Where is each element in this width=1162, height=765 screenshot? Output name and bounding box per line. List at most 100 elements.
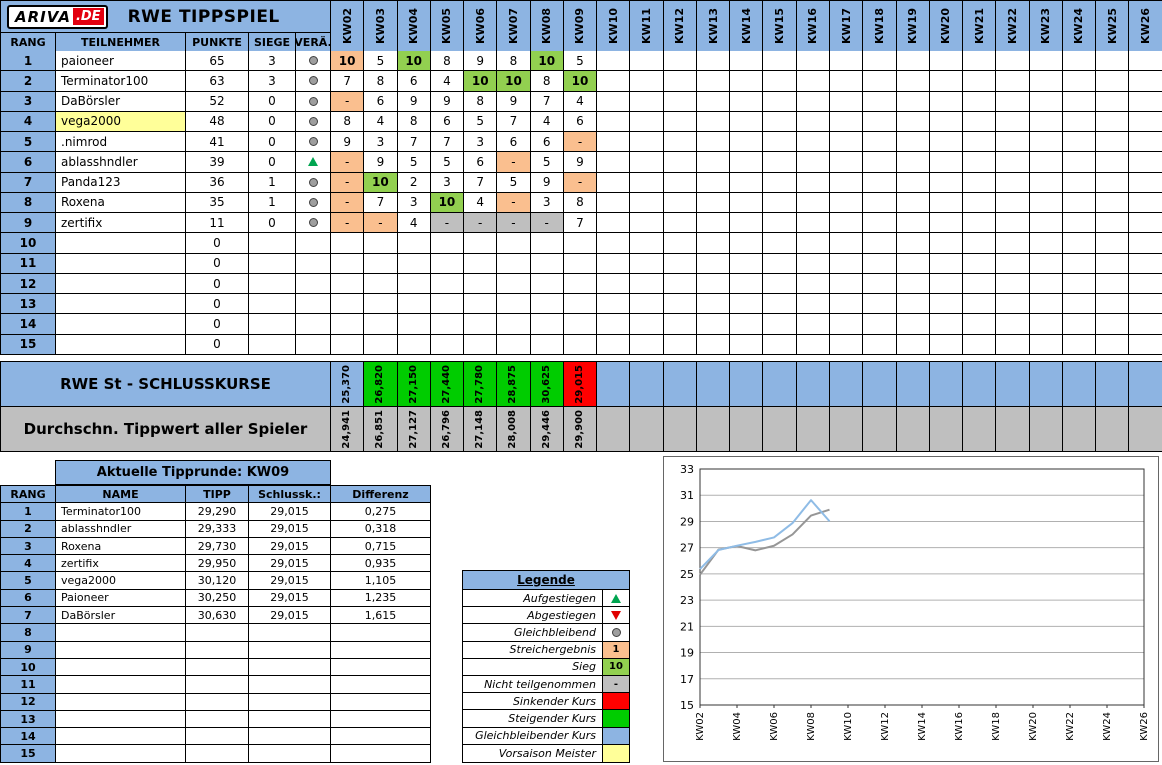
tip-cell[interactable] bbox=[963, 71, 997, 92]
tip-cell[interactable]: 9 bbox=[331, 132, 365, 153]
tip-cell[interactable] bbox=[863, 294, 897, 315]
tip-cell[interactable] bbox=[497, 294, 531, 315]
tip-cell[interactable] bbox=[1129, 132, 1162, 153]
tip-cell[interactable] bbox=[730, 192, 764, 214]
round-rank-cell[interactable]: 11 bbox=[1, 676, 56, 694]
tip-cell[interactable] bbox=[663, 51, 697, 72]
tip-cell[interactable] bbox=[597, 294, 631, 315]
tip-cell[interactable] bbox=[730, 233, 764, 254]
tip-cell[interactable] bbox=[530, 233, 564, 254]
tip-cell[interactable] bbox=[1029, 152, 1063, 173]
schlusskurs-cell[interactable] bbox=[829, 362, 864, 407]
tip-cell[interactable]: - bbox=[530, 213, 564, 234]
player-name-cell[interactable] bbox=[56, 253, 186, 274]
tip-cell[interactable] bbox=[863, 253, 897, 274]
tip-cell[interactable] bbox=[530, 314, 564, 335]
veraenderung-cell[interactable] bbox=[296, 233, 331, 254]
tip-cell[interactable] bbox=[996, 172, 1030, 193]
round-schlusskurs-cell[interactable]: 29,015 bbox=[249, 537, 331, 556]
week-header[interactable]: KW08 bbox=[530, 1, 564, 52]
round-differenz-cell[interactable]: 1,105 bbox=[331, 572, 431, 590]
tip-cell[interactable]: 6 bbox=[430, 111, 465, 133]
tip-cell[interactable] bbox=[929, 132, 964, 153]
tip-cell[interactable] bbox=[963, 91, 997, 112]
tip-cell[interactable] bbox=[630, 314, 664, 335]
tip-cell[interactable] bbox=[663, 273, 697, 295]
siege-cell[interactable] bbox=[249, 334, 296, 355]
punkte-cell[interactable]: 52 bbox=[186, 91, 249, 112]
veraenderung-cell[interactable] bbox=[296, 152, 331, 173]
tip-cell[interactable]: 4 bbox=[464, 192, 498, 214]
tip-cell[interactable] bbox=[1096, 111, 1130, 133]
tip-cell[interactable] bbox=[1029, 334, 1063, 355]
rank-cell[interactable]: 4 bbox=[1, 111, 56, 133]
tip-cell[interactable] bbox=[663, 233, 697, 254]
week-header[interactable]: KW02 bbox=[331, 1, 365, 52]
tip-cell[interactable] bbox=[1129, 192, 1162, 214]
tip-cell[interactable] bbox=[730, 314, 764, 335]
tip-cell[interactable] bbox=[763, 51, 797, 72]
round-tipp-cell[interactable] bbox=[186, 641, 249, 659]
punkte-cell[interactable]: 0 bbox=[186, 273, 249, 295]
tip-cell[interactable] bbox=[696, 233, 731, 254]
tip-cell[interactable] bbox=[996, 294, 1030, 315]
tip-cell[interactable] bbox=[730, 213, 764, 234]
tip-cell[interactable] bbox=[1029, 192, 1063, 214]
tip-cell[interactable] bbox=[464, 314, 498, 335]
siege-cell[interactable]: 3 bbox=[249, 51, 296, 72]
tip-cell[interactable] bbox=[896, 253, 930, 274]
veraenderung-cell[interactable] bbox=[296, 192, 331, 214]
tip-cell[interactable] bbox=[397, 233, 431, 254]
round-rank-cell[interactable]: 3 bbox=[1, 537, 56, 556]
round-name-cell[interactable] bbox=[56, 745, 186, 763]
round-tipp-cell[interactable] bbox=[186, 745, 249, 763]
round-tipp-cell[interactable]: 29,333 bbox=[186, 520, 249, 538]
tip-cell[interactable] bbox=[829, 213, 864, 234]
tip-cell[interactable] bbox=[597, 152, 631, 173]
tip-cell[interactable]: 5 bbox=[364, 51, 398, 72]
tip-cell[interactable] bbox=[696, 314, 731, 335]
tip-cell[interactable] bbox=[863, 273, 897, 295]
durchschnitt-cell[interactable]: 26,796 bbox=[430, 407, 465, 452]
tip-cell[interactable] bbox=[630, 253, 664, 274]
round-schlusskurs-cell[interactable] bbox=[249, 710, 331, 729]
schlusskurs-cell[interactable] bbox=[1129, 362, 1162, 407]
tip-cell[interactable] bbox=[829, 71, 864, 92]
veraenderung-cell[interactable] bbox=[296, 253, 331, 274]
player-name-cell[interactable] bbox=[56, 294, 186, 315]
tip-cell[interactable] bbox=[1062, 294, 1097, 315]
round-differenz-cell[interactable] bbox=[331, 693, 431, 711]
tip-cell[interactable] bbox=[896, 213, 930, 234]
tip-cell[interactable]: 3 bbox=[464, 132, 498, 153]
tip-cell[interactable] bbox=[630, 71, 664, 92]
week-header[interactable]: KW20 bbox=[929, 1, 964, 52]
tip-cell[interactable] bbox=[896, 192, 930, 214]
tip-cell[interactable] bbox=[1096, 132, 1130, 153]
round-schlusskurs-cell[interactable]: 29,015 bbox=[249, 607, 331, 625]
tip-cell[interactable] bbox=[630, 192, 664, 214]
round-differenz-cell[interactable] bbox=[331, 641, 431, 659]
rank-cell[interactable]: 14 bbox=[1, 314, 56, 335]
tip-cell[interactable] bbox=[563, 233, 598, 254]
tip-cell[interactable] bbox=[929, 152, 964, 173]
tip-cell[interactable] bbox=[530, 273, 564, 295]
tip-cell[interactable] bbox=[364, 314, 398, 335]
rank-cell[interactable]: 2 bbox=[1, 71, 56, 92]
tip-cell[interactable] bbox=[1129, 51, 1162, 72]
tip-cell[interactable] bbox=[630, 334, 664, 355]
week-header[interactable]: KW03 bbox=[364, 1, 398, 52]
tip-cell[interactable] bbox=[364, 233, 398, 254]
tip-cell[interactable] bbox=[829, 314, 864, 335]
tip-cell[interactable] bbox=[1129, 253, 1162, 274]
tip-cell[interactable] bbox=[331, 294, 365, 315]
tip-cell[interactable] bbox=[1096, 273, 1130, 295]
tip-cell[interactable] bbox=[730, 294, 764, 315]
tip-cell[interactable] bbox=[863, 71, 897, 92]
tip-cell[interactable] bbox=[796, 71, 830, 92]
tip-cell[interactable] bbox=[1029, 294, 1063, 315]
tip-cell[interactable] bbox=[597, 253, 631, 274]
schlusskurs-cell[interactable] bbox=[929, 362, 964, 407]
tip-cell[interactable] bbox=[929, 294, 964, 315]
tip-cell[interactable] bbox=[1029, 51, 1063, 72]
tip-cell[interactable] bbox=[863, 111, 897, 133]
